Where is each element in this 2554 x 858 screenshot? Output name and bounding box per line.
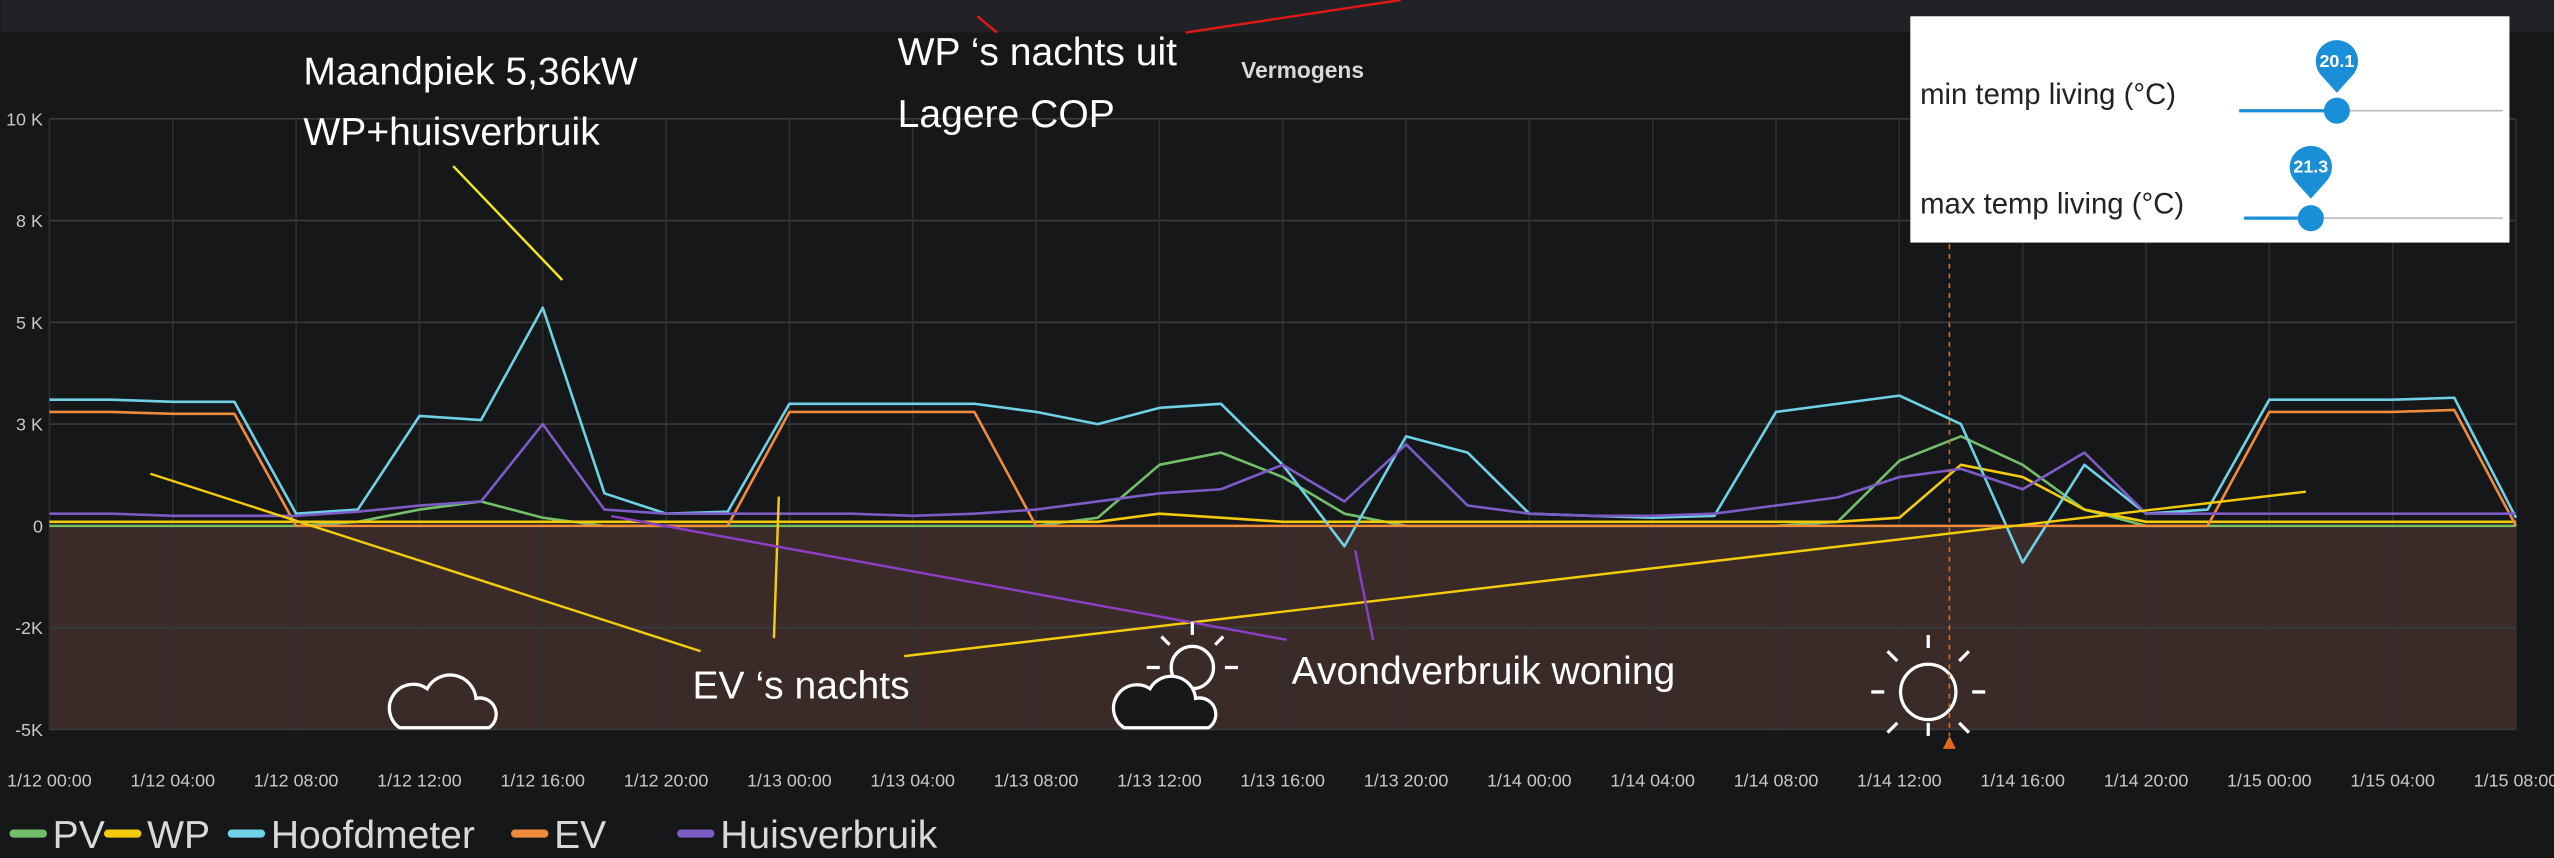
legend-label: EV xyxy=(554,814,606,857)
x-tick-label: 1/12 08:00 xyxy=(254,770,339,790)
y-tick-label: 0 xyxy=(33,516,43,536)
annotation: WP ‘s nachts uit xyxy=(898,31,1177,74)
legend-label: Huisverbruik xyxy=(720,814,938,857)
slider-bubble xyxy=(2289,145,2332,199)
x-tick-label: 1/12 12:00 xyxy=(377,770,462,790)
legend-label: WP xyxy=(147,814,210,857)
x-tick-label: 1/13 20:00 xyxy=(1364,770,1449,790)
arrow xyxy=(452,165,564,281)
panel-title: Vermogens xyxy=(1241,57,1364,83)
series-line xyxy=(49,463,2516,524)
arrow xyxy=(772,496,781,639)
time-marker-head xyxy=(1942,735,1956,749)
y-tick-label: 8 K xyxy=(16,211,43,231)
cloud-icon xyxy=(1111,674,1218,730)
slider-knob[interactable] xyxy=(2323,97,2350,124)
control-panel: min temp living (°C) 20.1 max temp livin… xyxy=(1910,16,2510,243)
x-tick-label: 1/14 20:00 xyxy=(2104,770,2189,790)
x-tick-label: 1/12 00:00 xyxy=(7,770,92,790)
x-tick-label: 1/13 04:00 xyxy=(870,770,955,790)
x-tick-label: 1/15 08:00 xyxy=(2474,770,2554,790)
y-tick-label: 5 K xyxy=(16,313,43,333)
x-tick-label: 1/13 16:00 xyxy=(1240,770,1325,790)
slider-label: max temp living (°C) xyxy=(1920,187,2184,220)
cloud-icon xyxy=(387,673,498,730)
x-tick-label: 1/14 08:00 xyxy=(1734,770,1819,790)
x-tick-label: 1/12 04:00 xyxy=(130,770,215,790)
series-line xyxy=(49,408,2518,528)
x-tick-label: 1/13 12:00 xyxy=(1117,770,1202,790)
annotation: Avondverbruik woning xyxy=(1292,650,1676,693)
legend-label: PV xyxy=(53,814,105,857)
slider-value: 21.3 xyxy=(2293,157,2328,177)
arrow xyxy=(976,15,998,34)
arrow xyxy=(1185,0,1401,34)
x-tick-label: 1/13 00:00 xyxy=(747,770,832,790)
weather-icons xyxy=(387,621,1986,736)
x-tick-label: 1/13 08:00 xyxy=(994,770,1079,790)
slider-knob[interactable] xyxy=(2297,205,2324,232)
x-tick-label: 1/12 20:00 xyxy=(624,770,709,790)
x-tick-label: 1/15 04:00 xyxy=(2350,770,2435,790)
arrow xyxy=(149,472,702,653)
slider-bubble xyxy=(2315,40,2359,93)
series-line xyxy=(49,422,2516,518)
arrow xyxy=(610,514,1287,642)
sun-rays xyxy=(1871,634,1986,736)
arrow xyxy=(1353,550,1375,641)
x-tick-label: 1/14 04:00 xyxy=(1610,770,1695,790)
panel-bg xyxy=(1910,16,2510,243)
legend: PV WP Hoofdmeter EV Huisverbruik xyxy=(9,814,938,857)
sun-icon xyxy=(1898,662,1958,722)
x-tick-label: 1/12 16:00 xyxy=(500,770,585,790)
y-tick-label: -2K xyxy=(15,618,43,638)
annotation: WP+huisverbruik xyxy=(303,111,600,154)
x-tick-label: 1/14 12:00 xyxy=(1857,770,1942,790)
slider-value: 20.1 xyxy=(2319,51,2354,71)
legend-label: Hoofdmeter xyxy=(271,814,475,857)
annotation: Maandpiek 5,36kW xyxy=(303,51,638,94)
annotation: Lagere COP xyxy=(898,93,1115,136)
annotation: EV ‘s nachts xyxy=(693,664,910,707)
arrows xyxy=(149,0,2307,658)
y-tick-label: -5K xyxy=(15,720,43,740)
x-tick-label: 1/14 16:00 xyxy=(1980,770,2065,790)
slider-label: min temp living (°C) xyxy=(1920,78,2176,111)
y-tick-label: 10 K xyxy=(6,109,43,129)
x-tick-label: 1/14 00:00 xyxy=(1487,770,1572,790)
arrow xyxy=(904,490,2307,658)
x-tick-label: 1/15 00:00 xyxy=(2227,770,2312,790)
y-tick-label: 3 K xyxy=(16,415,43,435)
